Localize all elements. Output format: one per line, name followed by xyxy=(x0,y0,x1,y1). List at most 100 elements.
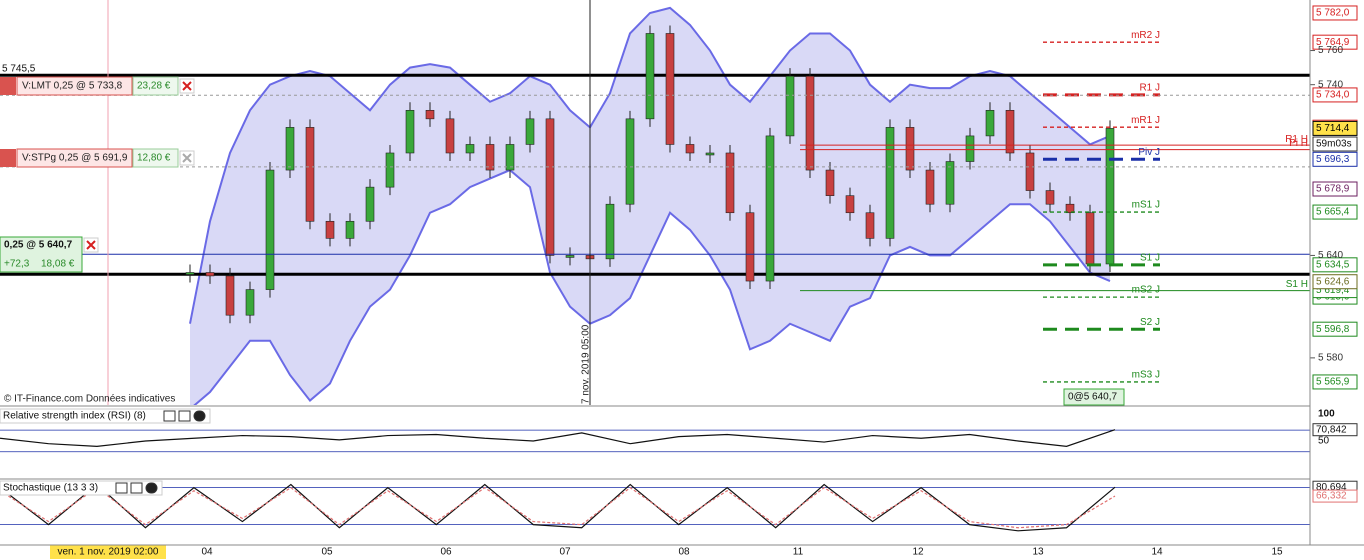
candle xyxy=(345,220,355,239)
candle xyxy=(1105,128,1115,265)
order-label: V:LMT 0,25 @ 5 733,8 xyxy=(22,81,123,92)
cursor-label: 7 nov. 2019 05:00 xyxy=(581,324,592,404)
indicator-line xyxy=(0,483,1116,532)
candle xyxy=(445,118,455,154)
candle xyxy=(265,169,275,290)
hourly-level-name: R1 H xyxy=(1285,134,1308,145)
order-box[interactable] xyxy=(16,76,133,96)
x-tick-label: 12 xyxy=(912,547,924,558)
candle xyxy=(385,152,395,188)
candle xyxy=(1065,203,1075,214)
price-box-label: 5 764,9 xyxy=(1316,37,1350,48)
x-highlight xyxy=(50,545,166,559)
timer-box xyxy=(1312,136,1358,152)
price-box-label: 5 619,4 xyxy=(1316,285,1350,296)
price-pane xyxy=(0,0,1310,405)
candle xyxy=(765,135,775,282)
pnl-box xyxy=(132,76,179,96)
x-tick-label: 08 xyxy=(678,547,690,558)
price-box-label: 5 665,4 xyxy=(1316,207,1350,218)
candle xyxy=(785,75,795,137)
candle xyxy=(725,152,735,214)
y-tick-label: 50 xyxy=(1318,436,1330,447)
signal-line xyxy=(0,486,1116,529)
candle xyxy=(365,186,375,222)
price-box xyxy=(1312,274,1358,290)
pane-button[interactable] xyxy=(145,482,158,494)
price-box-label: 5 565,9 xyxy=(1316,377,1350,388)
candle xyxy=(1085,212,1095,265)
level-name: S2 J xyxy=(1140,317,1160,328)
value-box-label: 70,842 xyxy=(1316,424,1347,435)
price-box xyxy=(1312,257,1358,273)
order-box[interactable] xyxy=(16,148,133,168)
x-tick-label: ven. 1 nov. 2019 02:00 xyxy=(57,547,158,558)
candle xyxy=(685,144,695,154)
watermark: © IT-Finance.com Données indicatives xyxy=(4,394,175,405)
price-box xyxy=(1312,181,1358,197)
price-box-label: 5 782,0 xyxy=(1316,8,1350,19)
price-box-label: 5 714,4 xyxy=(1316,123,1350,134)
candle xyxy=(185,272,195,275)
price-box xyxy=(1312,374,1358,390)
position-pnl: 18,08 € xyxy=(41,259,75,270)
price-box xyxy=(1312,5,1358,21)
pane-button[interactable] xyxy=(130,482,143,494)
candle xyxy=(285,127,295,171)
level-name: mR1 J xyxy=(1131,115,1160,126)
timer-label: 59m03s xyxy=(1316,139,1352,150)
position-label: 0,25 @ 5 640,7 xyxy=(4,240,73,251)
candle xyxy=(605,203,615,260)
candle xyxy=(945,161,955,205)
order-icon[interactable] xyxy=(0,77,16,95)
candle xyxy=(1005,109,1015,154)
pane-button[interactable] xyxy=(163,410,176,422)
candle xyxy=(985,109,995,137)
price-box-label: 5 678,9 xyxy=(1316,184,1350,195)
price-box-label: 5 696,3 xyxy=(1316,154,1350,165)
pane-button[interactable] xyxy=(193,410,206,422)
candle xyxy=(745,212,755,282)
x-tick-label: 13 xyxy=(1032,547,1044,558)
value-box-label: 80,694 xyxy=(1316,482,1347,493)
y-tick-label: 5 760 xyxy=(1318,45,1343,56)
level-name: R1 J xyxy=(1139,83,1160,94)
close-icon xyxy=(182,81,192,91)
level-name: mS2 J xyxy=(1132,285,1160,296)
position-box[interactable] xyxy=(0,236,83,273)
x-tick-label: 14 xyxy=(1151,547,1163,558)
pane-title: Relative strength index (RSI) (8) xyxy=(3,411,146,422)
y-tick-label: 5 640 xyxy=(1318,250,1343,261)
level-name: Piv J xyxy=(1138,147,1160,158)
hourly-level-name: S1 H xyxy=(1286,279,1308,290)
position-tag xyxy=(1063,388,1125,406)
candle xyxy=(885,127,895,239)
price-box xyxy=(1312,321,1358,337)
price-box-label: 5 624,6 xyxy=(1316,276,1350,287)
close-icon xyxy=(86,240,96,250)
candle xyxy=(665,33,675,145)
candle xyxy=(305,127,315,222)
price-box xyxy=(1312,151,1358,167)
bollinger-line xyxy=(189,6,1111,324)
candle xyxy=(865,212,875,239)
top-left-label: 5 745,5 xyxy=(2,64,36,75)
x-tick-label: 05 xyxy=(321,547,333,558)
order-icon[interactable] xyxy=(0,149,16,167)
price-box xyxy=(1312,87,1358,103)
candle xyxy=(565,255,575,258)
y-tick-label: 100 xyxy=(1318,409,1335,420)
level-name: mR2 J xyxy=(1131,30,1160,41)
x-tick-label: 15 xyxy=(1271,547,1283,558)
order-label: V:STPg 0,25 @ 5 691,9 xyxy=(22,153,128,164)
stoch-pane xyxy=(0,483,1310,532)
pane-button[interactable] xyxy=(178,410,191,422)
pane-button[interactable] xyxy=(115,482,128,494)
close-icon xyxy=(182,153,192,163)
value-box-label: 66,332 xyxy=(1316,491,1347,502)
candle xyxy=(205,272,215,277)
pnl-box xyxy=(132,148,179,168)
rsi-pane xyxy=(0,429,1310,453)
